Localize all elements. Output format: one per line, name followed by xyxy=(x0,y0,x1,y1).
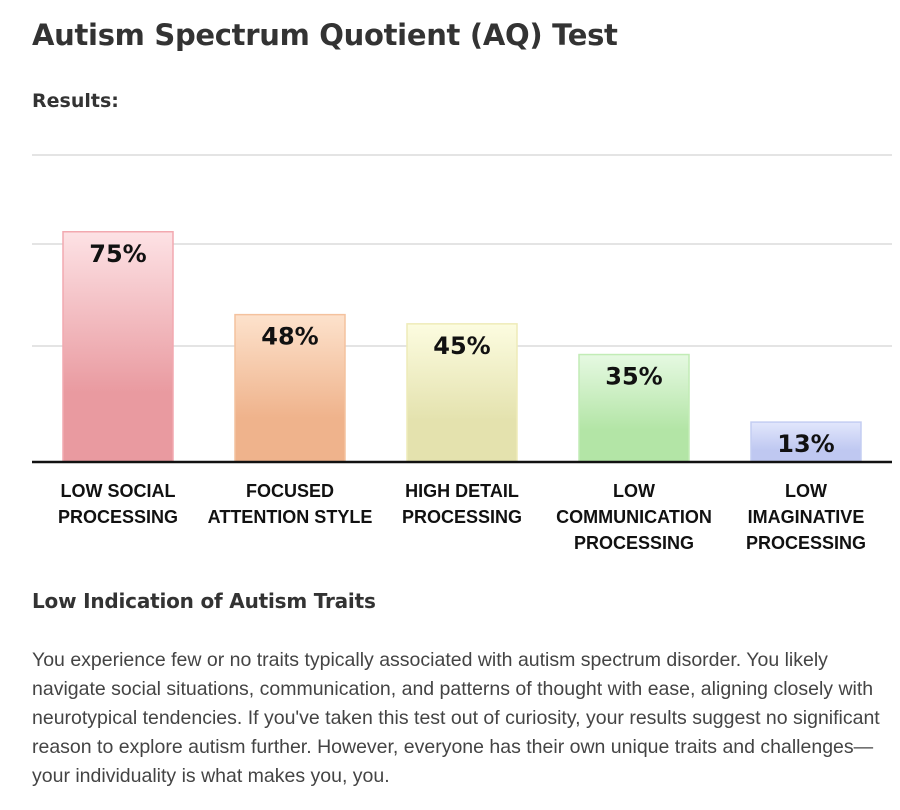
bar xyxy=(62,231,174,463)
bar xyxy=(578,353,690,463)
category-label: IMAGINATIVE xyxy=(748,507,865,527)
bar-value-label: 75% xyxy=(89,240,146,268)
bar-value-label: 48% xyxy=(261,323,318,351)
category-label: ATTENTION STYLE xyxy=(208,507,373,527)
results-bar-chart: 75% LOW SOCIAL PROCESSING 48% FOCUSED ATTENTI… xyxy=(32,154,892,553)
results-label: Results: xyxy=(32,90,119,112)
result-description: You experience few or no traits typicall… xyxy=(32,649,880,787)
category-label: FOCUSED xyxy=(246,481,334,501)
result-heading: Low Indication of Autism Traits xyxy=(32,589,376,613)
category-label: LOW SOCIAL xyxy=(61,481,176,501)
bar-value-label: 13% xyxy=(777,430,834,458)
category-label: COMMUNICATION xyxy=(556,507,712,527)
category-label: LOW xyxy=(785,481,827,501)
page-title: Autism Spectrum Quotient (AQ) Test xyxy=(32,18,618,52)
category-label: PROCESSING xyxy=(402,507,522,527)
bar xyxy=(750,421,862,463)
bar xyxy=(406,323,518,463)
category-label: LOW xyxy=(613,481,655,501)
bar xyxy=(234,313,346,463)
bar-value-label: 45% xyxy=(433,332,490,360)
bar-value-label: 35% xyxy=(605,363,662,391)
category-label: PROCESSING xyxy=(58,507,178,527)
category-label: HIGH DETAIL xyxy=(405,481,519,501)
category-label: PROCESSING xyxy=(574,533,694,553)
category-label: PROCESSING xyxy=(746,533,866,553)
